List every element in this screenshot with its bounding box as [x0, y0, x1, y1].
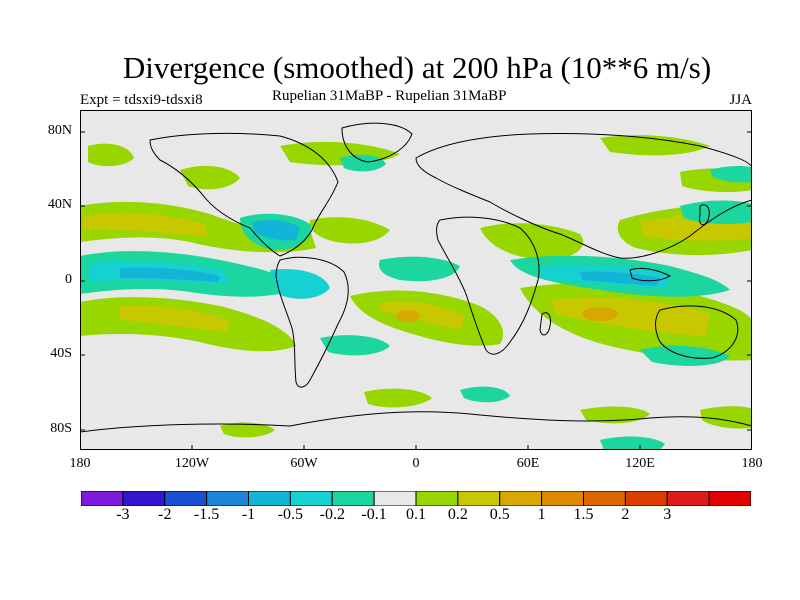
colorbar-box-14 [666, 491, 710, 506]
coast-madagascar [539, 312, 551, 336]
period-subtitle: Rupelian 31MaBP - Rupelian 31MaBP [272, 88, 507, 104]
colorbar-label: 2 [621, 506, 630, 523]
colorbar-label: -0.2 [319, 506, 345, 523]
colorbar [81, 491, 751, 506]
colorbar-box-6 [331, 491, 375, 506]
colorbar-box-13 [624, 491, 668, 506]
y-tick-80n: 80N [47, 123, 72, 138]
neg-central-america-core [252, 220, 300, 241]
colorbar-label: -1 [241, 506, 256, 523]
colorbar-label: 0.1 [406, 506, 426, 523]
neg-tropical-atlantic [378, 256, 460, 282]
y-tick-40s: 40S [50, 346, 72, 361]
neg-far-east [710, 166, 752, 183]
colorbar-label: 0.5 [489, 506, 510, 523]
coast-japan [699, 204, 710, 226]
pos-indian-ocean-peak [582, 307, 618, 321]
neg-north-pacific [340, 154, 386, 172]
pos-arctic-east [600, 135, 710, 156]
colorbar-box-11 [541, 491, 585, 506]
x-tick-60w: 60W [290, 456, 318, 471]
pos-south-atlantic-peak [396, 310, 420, 322]
colorbar-label: 3 [663, 506, 672, 523]
season-label: JJA [729, 92, 752, 108]
x-tick-180w: 180 [69, 456, 91, 471]
colorbar-box-1 [122, 491, 166, 506]
negative-divergence-areas [80, 154, 752, 450]
pos-band-east-pacific-core [84, 213, 208, 236]
plot-title: Divergence (smoothed) at 200 hPa (10**6 … [122, 50, 712, 85]
y-tick-40n: 40N [47, 197, 72, 212]
colorbar-label: -2 [158, 506, 172, 523]
pos-arctic-west [88, 143, 134, 167]
pos-north-pacific [180, 165, 240, 190]
colorbar-label: 1 [537, 506, 546, 523]
coast-north-america [149, 132, 339, 257]
x-tick-0: 0 [412, 456, 420, 471]
pos-south-atlantic-core [380, 301, 465, 330]
colorbar-box-8 [415, 491, 459, 506]
y-tick-0: 0 [65, 272, 72, 287]
divergence-map [80, 110, 752, 450]
colorbar-label: 0.2 [447, 506, 468, 523]
colorbar-box-5 [289, 491, 333, 506]
colorbar-label: -0.1 [361, 506, 387, 523]
pos-south-pacific-core [120, 305, 230, 332]
colorbar-label: -3 [116, 506, 130, 523]
coastlines [80, 122, 752, 433]
coast-australia [655, 305, 739, 359]
x-tick-180e: 180 [741, 456, 763, 471]
map-panel [80, 110, 752, 450]
x-tick-120e: 120E [625, 456, 655, 471]
experiment-label: Expt = tdsxi9-tdsxi8 [80, 92, 203, 108]
coast-antarctica [80, 411, 752, 433]
colorbar-label: 1.5 [573, 506, 594, 523]
x-tick-120w: 120W [174, 456, 210, 471]
pos-north-atlantic [309, 217, 390, 244]
x-tick-60e: 60E [516, 456, 540, 471]
coast-eurasia [415, 133, 752, 259]
colorbar-box-3 [206, 491, 250, 506]
colorbar-label: -0.5 [277, 506, 304, 523]
pos-southern-ocean [364, 388, 432, 408]
colorbar-box-7 [373, 491, 417, 506]
neg-indian-ocean-core [580, 271, 660, 286]
neg-west-pacific [680, 200, 752, 225]
y-tick-80s: 80S [50, 421, 72, 436]
coast-south-america [275, 256, 349, 388]
colorbar-box-2 [164, 491, 208, 506]
axis-ticks [80, 131, 752, 450]
colorbar-box-9 [457, 491, 501, 506]
colorbar-box-0 [81, 491, 124, 506]
coast-africa [436, 216, 540, 355]
neg-south-pacific [320, 335, 390, 356]
colorbar-box-4 [248, 491, 291, 506]
neg-antarctic [600, 436, 665, 450]
colorbar-box-15 [708, 491, 751, 506]
colorbar-label: -1.5 [193, 506, 220, 523]
coast-greenland [341, 122, 413, 163]
neg-equatorial-pacific-core [120, 267, 220, 282]
neg-southern-ocean-east [460, 386, 510, 403]
colorbar-box-12 [583, 491, 626, 506]
pos-antarctic-coast [220, 422, 275, 438]
colorbar-box-10 [499, 491, 543, 506]
neg-south-america-core [270, 268, 330, 299]
coast-indonesia [629, 267, 672, 282]
